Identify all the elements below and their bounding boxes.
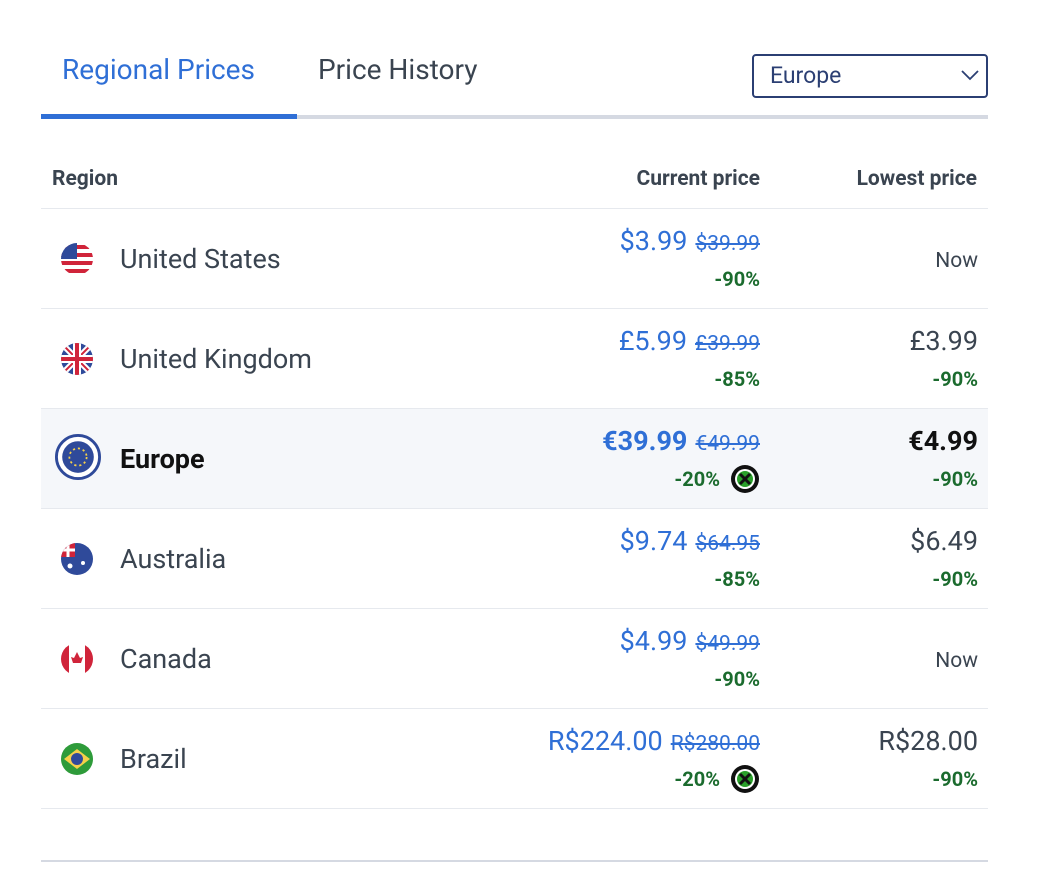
price-row[interactable]: United States $3.99 $39.99 -90% Now xyxy=(41,209,988,309)
current-price: €39.99 xyxy=(602,425,688,457)
lowest-price: $6.49 xyxy=(910,525,978,557)
discount: -20% xyxy=(674,767,720,791)
column-header: Lowest price xyxy=(856,167,977,191)
region-name: Canada xyxy=(120,643,212,675)
lowest-price: €4.99 xyxy=(908,425,978,457)
tab[interactable]: Regional Prices xyxy=(62,53,255,86)
original-price: $39.99 xyxy=(695,232,760,256)
original-price: £39.99 xyxy=(695,332,760,356)
lowest-price-cell: €4.99 -90% xyxy=(908,421,978,497)
flag xyxy=(61,743,93,775)
lowest-discount: -90% xyxy=(932,467,978,491)
lowest-now: Now xyxy=(935,649,978,673)
lowest-now: Now xyxy=(935,249,978,273)
original-price: R$280.00 xyxy=(670,732,760,756)
lowest-price-cell: Now xyxy=(935,621,978,673)
flag xyxy=(61,543,93,575)
row-divider xyxy=(41,408,988,409)
discount: -90% xyxy=(714,267,760,291)
discount: -85% xyxy=(714,367,760,391)
current-price: $3.99 xyxy=(619,225,688,257)
lowest-price: R$28.00 xyxy=(878,725,978,757)
price-row[interactable]: United Kingdom £5.99 £39.99 -85% £3.99 -9… xyxy=(41,309,988,409)
price-row[interactable]: Canada $4.99 $49.99 -90% Now xyxy=(41,609,988,709)
original-price: $49.99 xyxy=(695,632,760,656)
discount: -20% xyxy=(674,467,720,491)
price-row[interactable]: Europe €39.99 €49.99 -20% €4.99 -90% xyxy=(41,409,988,509)
row-divider xyxy=(41,808,988,809)
row-divider xyxy=(41,508,988,509)
tab-indicator xyxy=(41,114,297,119)
current-price: $4.99 xyxy=(619,625,688,657)
price-row[interactable]: Brazil R$224.00 R$280.00 -20% R$28.00 -90… xyxy=(41,709,988,809)
bottom-rule xyxy=(41,860,988,862)
current-price: £5.99 xyxy=(618,325,688,357)
discount: -90% xyxy=(714,667,760,691)
current-price-cell: $3.99 $39.99 -90% xyxy=(620,221,760,297)
original-price: $64.95 xyxy=(695,532,760,556)
xbox-icon xyxy=(731,465,759,493)
current-price-cell: $9.74 $64.95 -85% xyxy=(620,521,760,597)
tab[interactable]: Price History xyxy=(318,53,478,86)
row-divider xyxy=(41,608,988,609)
lowest-discount: -90% xyxy=(932,567,978,591)
current-price-cell: $4.99 $49.99 -90% xyxy=(620,621,760,697)
original-price: €49.99 xyxy=(695,432,760,456)
current-price: R$224.00 xyxy=(547,725,663,757)
region-name: United States xyxy=(120,243,281,275)
flag xyxy=(61,343,93,375)
lowest-price-cell: R$28.00 -90% xyxy=(878,721,978,797)
current-price-cell: €39.99 €49.99 -20% xyxy=(602,421,760,497)
lowest-discount: -90% xyxy=(932,767,978,791)
price-row[interactable]: Australia $9.74 $64.95 -85% $6.49 -90% xyxy=(41,509,988,609)
lowest-price-cell: £3.99 -90% xyxy=(910,321,978,397)
row-divider xyxy=(41,708,988,709)
flag xyxy=(55,434,101,480)
region-name: Brazil xyxy=(120,743,187,775)
row-divider xyxy=(41,208,988,209)
flag xyxy=(61,643,93,675)
flag xyxy=(61,243,93,275)
lowest-price-cell: Now xyxy=(935,221,978,273)
region-name: United Kingdom xyxy=(120,343,312,375)
region-select[interactable]: Europe xyxy=(752,54,988,98)
xbox-icon xyxy=(731,765,759,793)
current-price-cell: £5.99 £39.99 -85% xyxy=(619,321,760,397)
lowest-price-cell: $6.49 -90% xyxy=(910,521,978,597)
column-header: Region xyxy=(52,167,118,191)
current-price: $9.74 xyxy=(619,525,688,557)
tab-track xyxy=(41,115,988,119)
discount: -85% xyxy=(714,567,760,591)
current-price-cell: R$224.00 R$280.00 -20% xyxy=(548,721,760,797)
region-name: Australia xyxy=(120,543,227,575)
lowest-price: £3.99 xyxy=(909,325,978,357)
chevron xyxy=(961,70,979,81)
lowest-discount: -90% xyxy=(932,367,978,391)
region-name: Europe xyxy=(120,443,205,475)
row-divider xyxy=(41,308,988,309)
column-header: Current price xyxy=(636,167,760,191)
select-value: Europe xyxy=(770,62,842,89)
